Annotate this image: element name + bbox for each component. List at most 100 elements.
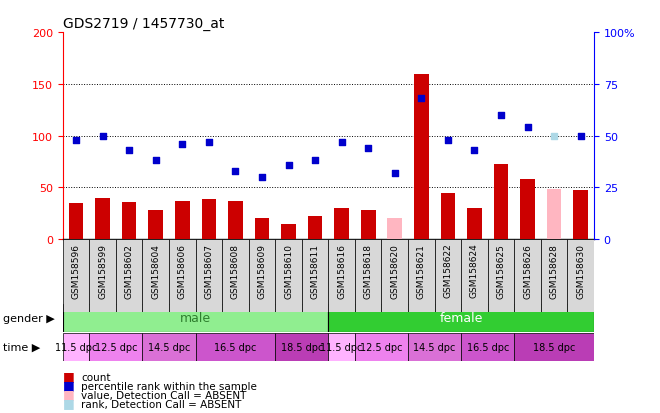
- Bar: [143, 240, 169, 312]
- Bar: [89, 240, 116, 312]
- Text: GSM158625: GSM158625: [496, 243, 506, 298]
- Bar: [195, 240, 222, 312]
- Bar: [434, 240, 461, 312]
- Bar: [281, 224, 296, 240]
- Point: [150, 158, 161, 164]
- Text: GSM158608: GSM158608: [231, 243, 240, 298]
- Bar: [381, 240, 408, 312]
- Text: male: male: [180, 311, 211, 325]
- Text: GSM158604: GSM158604: [151, 243, 160, 298]
- Text: GSM158606: GSM158606: [178, 243, 187, 298]
- Text: GSM158618: GSM158618: [364, 243, 373, 298]
- Text: GSM158628: GSM158628: [550, 243, 558, 298]
- Text: ■: ■: [63, 378, 75, 391]
- Bar: [201, 199, 216, 240]
- Text: 14.5 dpc: 14.5 dpc: [413, 342, 456, 352]
- Text: ■: ■: [63, 369, 75, 382]
- Bar: [441, 193, 455, 240]
- Text: gender ▶: gender ▶: [3, 313, 55, 323]
- Point: [522, 125, 533, 131]
- Text: GSM158616: GSM158616: [337, 243, 346, 298]
- Bar: [228, 202, 243, 240]
- Text: count: count: [81, 372, 111, 382]
- Text: GSM158610: GSM158610: [284, 243, 293, 298]
- Bar: [574, 191, 588, 240]
- Text: 18.5 dpc: 18.5 dpc: [533, 342, 576, 352]
- Text: GSM158620: GSM158620: [390, 243, 399, 298]
- Bar: [169, 240, 195, 312]
- Bar: [249, 240, 275, 312]
- Bar: [95, 198, 110, 240]
- Bar: [541, 240, 568, 312]
- Point: [576, 133, 586, 140]
- Bar: [514, 333, 594, 361]
- Point: [71, 137, 81, 144]
- Bar: [195, 333, 275, 361]
- Point: [469, 147, 480, 154]
- Point: [310, 158, 320, 164]
- Bar: [116, 240, 143, 312]
- Bar: [335, 209, 349, 240]
- Point: [203, 139, 214, 146]
- Point: [283, 162, 294, 169]
- Point: [496, 112, 506, 119]
- Bar: [175, 202, 189, 240]
- Text: 16.5 dpc: 16.5 dpc: [214, 342, 257, 352]
- Point: [416, 96, 426, 102]
- Point: [389, 170, 400, 177]
- Bar: [69, 204, 83, 240]
- Bar: [461, 240, 488, 312]
- Bar: [408, 333, 461, 361]
- Text: percentile rank within the sample: percentile rank within the sample: [81, 381, 257, 391]
- Text: GSM158624: GSM158624: [470, 243, 479, 298]
- Point: [230, 168, 241, 175]
- Text: GSM158622: GSM158622: [444, 243, 452, 298]
- Text: time ▶: time ▶: [3, 342, 40, 352]
- Text: GSM158609: GSM158609: [257, 243, 267, 298]
- Bar: [514, 240, 541, 312]
- Text: 16.5 dpc: 16.5 dpc: [467, 342, 509, 352]
- Text: value, Detection Call = ABSENT: value, Detection Call = ABSENT: [81, 390, 247, 400]
- Bar: [328, 240, 355, 312]
- Bar: [387, 219, 402, 240]
- Point: [124, 147, 135, 154]
- Bar: [122, 202, 137, 240]
- Text: 12.5 dpc: 12.5 dpc: [94, 342, 137, 352]
- Bar: [148, 211, 163, 240]
- Text: 18.5 dpc: 18.5 dpc: [280, 342, 323, 352]
- Bar: [275, 240, 302, 312]
- Bar: [63, 240, 89, 312]
- Bar: [414, 74, 428, 240]
- Bar: [467, 209, 482, 240]
- Text: GSM158602: GSM158602: [125, 243, 133, 298]
- Bar: [328, 304, 594, 332]
- Bar: [63, 333, 89, 361]
- Bar: [89, 333, 143, 361]
- Text: 14.5 dpc: 14.5 dpc: [148, 342, 190, 352]
- Bar: [568, 240, 594, 312]
- Point: [363, 145, 374, 152]
- Text: ■: ■: [63, 396, 75, 409]
- Bar: [520, 180, 535, 240]
- Bar: [355, 333, 408, 361]
- Bar: [143, 333, 195, 361]
- Bar: [275, 333, 328, 361]
- Text: GSM158630: GSM158630: [576, 243, 585, 298]
- Point: [337, 139, 347, 146]
- Text: 12.5 dpc: 12.5 dpc: [360, 342, 403, 352]
- Bar: [302, 240, 328, 312]
- Text: GSM158599: GSM158599: [98, 243, 107, 298]
- Text: GDS2719 / 1457730_at: GDS2719 / 1457730_at: [63, 17, 224, 31]
- Bar: [222, 240, 249, 312]
- Text: GSM158596: GSM158596: [71, 243, 81, 298]
- Text: GSM158621: GSM158621: [417, 243, 426, 298]
- Text: GSM158607: GSM158607: [205, 243, 213, 298]
- Point: [257, 174, 267, 181]
- Bar: [547, 190, 562, 240]
- Bar: [255, 219, 269, 240]
- Bar: [355, 240, 381, 312]
- Bar: [408, 240, 434, 312]
- Point: [549, 133, 560, 140]
- Point: [443, 137, 453, 144]
- Bar: [494, 164, 508, 240]
